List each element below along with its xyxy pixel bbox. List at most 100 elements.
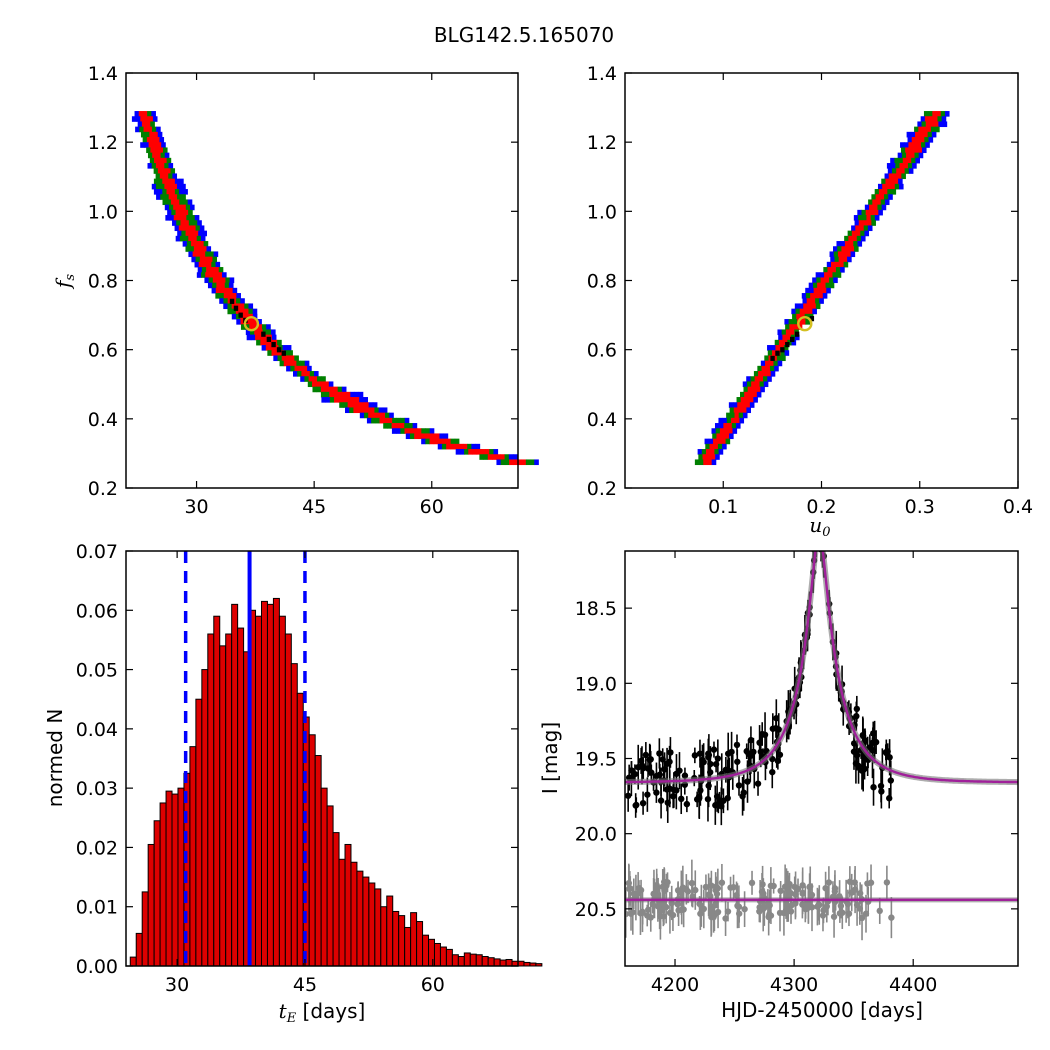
histogram-bar [517, 960, 525, 967]
posterior-cell [268, 339, 274, 346]
posterior-cell [795, 308, 801, 315]
y-tick-label: 20.5 [575, 899, 617, 921]
posterior-cell [748, 391, 754, 398]
posterior-cell [179, 178, 184, 185]
histogram-bar [356, 870, 364, 967]
posterior-cell [771, 350, 777, 356]
posterior-core-cell [809, 316, 815, 322]
posterior-cell [194, 261, 200, 268]
posterior-cell [172, 183, 178, 190]
posterior-cell [351, 402, 357, 408]
posterior-cell [846, 251, 851, 258]
posterior-cell [856, 230, 861, 237]
residual-point [830, 913, 838, 920]
data-point [859, 732, 867, 740]
posterior-cell [248, 308, 254, 315]
posterior-cell [891, 163, 896, 169]
light-curve-data [625, 551, 1018, 941]
posterior-cell [468, 449, 473, 455]
posterior-cell [364, 402, 370, 408]
histogram-bar [201, 669, 209, 967]
posterior-cell [743, 386, 749, 393]
y-tick-label: 0.00 [76, 956, 118, 978]
posterior-cell [184, 220, 190, 226]
histogram-bar [398, 915, 406, 967]
posterior-cell [207, 261, 212, 268]
posterior-cell [179, 209, 185, 216]
posterior-cell [177, 230, 182, 237]
posterior-cell [458, 443, 464, 450]
posterior-cell [277, 339, 282, 346]
posterior-cell [201, 267, 207, 273]
posterior-cell [838, 256, 844, 263]
posterior-cell [738, 412, 744, 419]
posterior-cell [170, 199, 176, 206]
posterior-core-cell [794, 331, 800, 337]
posterior-cell [250, 329, 255, 336]
posterior-cell [769, 365, 775, 372]
posterior-cell [266, 324, 271, 330]
posterior-cell [307, 365, 312, 372]
posterior-cell [694, 459, 700, 466]
posterior-cell [900, 147, 906, 154]
posterior-cell [223, 298, 229, 304]
posterior-cell [196, 272, 202, 278]
posterior-cell [320, 391, 326, 398]
data-point [642, 751, 650, 759]
posterior-cell [400, 423, 405, 429]
posterior-cell [896, 168, 901, 174]
posterior-cell [153, 168, 159, 174]
posterior-cell [818, 293, 824, 299]
posterior-cell [902, 157, 908, 164]
residual-point [713, 890, 721, 898]
posterior-cell [208, 277, 214, 284]
x-tick-label: 4400 [889, 974, 937, 996]
residual-point [669, 911, 677, 919]
posterior-cell [840, 241, 846, 247]
histogram-bar [225, 633, 233, 967]
y-tick-label: 19.0 [575, 673, 617, 695]
posterior-cell [830, 256, 835, 263]
posterior-cell [277, 355, 283, 362]
histogram-bar [380, 906, 388, 967]
posterior-cell [504, 454, 510, 460]
x-tick-label: 0.2 [806, 496, 836, 518]
posterior-cell [907, 163, 913, 169]
x-axis-label: HJD-2450000 [days] [721, 998, 923, 1022]
posterior-cell [379, 417, 385, 424]
posterior-cell [135, 126, 140, 133]
posterior-cell [253, 319, 258, 325]
posterior-cell [729, 433, 734, 440]
posterior-cell [915, 157, 920, 164]
posterior-cell [162, 147, 168, 154]
histogram-bar [260, 600, 268, 967]
posterior-cell [273, 355, 278, 362]
posterior-core-cell [261, 331, 266, 337]
posterior-cell [175, 209, 181, 216]
posterior-cell [942, 121, 948, 128]
posterior-cell [358, 391, 364, 398]
posterior-cell [781, 355, 786, 362]
posterior-cell [283, 360, 289, 367]
posterior-cell [290, 355, 295, 362]
posterior-cell [177, 204, 182, 211]
posterior-cell [833, 246, 838, 252]
posterior-cell [918, 152, 924, 159]
posterior-cell [889, 178, 895, 185]
posterior-cell [862, 220, 868, 226]
y-axis-label: fs [51, 274, 78, 290]
posterior-cell [761, 365, 767, 372]
posterior-cell [157, 168, 163, 174]
posterior-cell [778, 334, 783, 341]
posterior-cell [826, 287, 831, 294]
posterior-cell [825, 282, 831, 289]
posterior-cell [729, 407, 735, 414]
y-tick-label: 1.4 [587, 63, 617, 85]
posterior-cell [300, 376, 305, 382]
posterior-cell [391, 428, 397, 434]
histogram-bar [445, 948, 453, 967]
posterior-cell [148, 116, 154, 122]
data-point [691, 752, 699, 759]
posterior-cell [151, 183, 157, 190]
posterior-cell [897, 173, 902, 180]
